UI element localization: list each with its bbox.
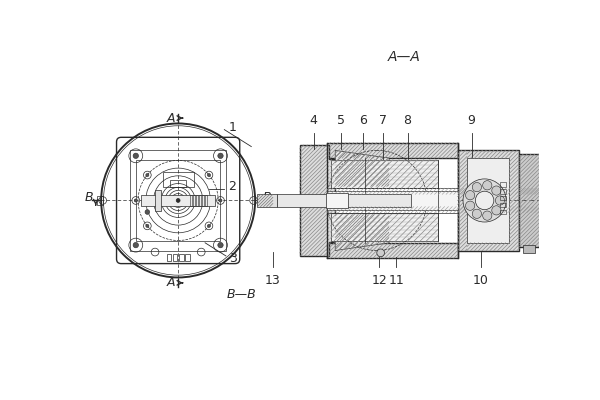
Bar: [163, 172, 194, 187]
Bar: [523, 245, 535, 253]
Text: 12: 12: [371, 274, 387, 287]
Circle shape: [146, 224, 149, 228]
Bar: [500, 210, 506, 214]
Bar: [202, 195, 205, 206]
Circle shape: [134, 199, 137, 202]
Text: B: B: [85, 191, 94, 204]
Bar: [196, 195, 198, 206]
Text: 5: 5: [337, 114, 344, 127]
Polygon shape: [335, 150, 389, 186]
Bar: [458, 150, 519, 250]
Text: 2: 2: [228, 180, 236, 193]
Bar: [542, 186, 554, 214]
Bar: [327, 243, 458, 258]
Bar: [500, 182, 506, 186]
Text: A—A: A—A: [388, 50, 420, 64]
Bar: [173, 254, 178, 260]
Text: A: A: [167, 112, 175, 124]
Bar: [519, 154, 542, 247]
Circle shape: [496, 196, 505, 205]
Circle shape: [176, 198, 180, 202]
Bar: [257, 194, 277, 207]
Text: 1: 1: [228, 121, 236, 134]
Text: 8: 8: [404, 114, 412, 127]
Circle shape: [475, 191, 494, 210]
Bar: [179, 254, 184, 260]
Circle shape: [482, 211, 492, 220]
Bar: [167, 254, 171, 260]
Bar: [130, 150, 226, 250]
Bar: [170, 180, 186, 187]
Circle shape: [219, 199, 222, 202]
Circle shape: [145, 210, 149, 214]
Text: 6: 6: [359, 114, 367, 127]
Circle shape: [133, 153, 139, 158]
Text: 13: 13: [265, 274, 281, 287]
Text: B—B: B—B: [226, 288, 256, 301]
Circle shape: [377, 249, 385, 257]
Bar: [277, 194, 412, 207]
Bar: [467, 158, 509, 243]
Circle shape: [466, 190, 475, 200]
Polygon shape: [335, 214, 389, 250]
Bar: [193, 195, 195, 206]
Circle shape: [208, 174, 211, 176]
Polygon shape: [300, 145, 335, 256]
Bar: [190, 195, 192, 206]
Text: 7: 7: [379, 114, 387, 127]
Bar: [185, 254, 190, 260]
Bar: [331, 213, 439, 241]
Bar: [327, 143, 458, 158]
Text: 3: 3: [229, 252, 237, 266]
Bar: [205, 195, 208, 206]
Circle shape: [466, 201, 475, 210]
Bar: [500, 189, 506, 194]
Bar: [326, 193, 349, 208]
Circle shape: [472, 182, 482, 192]
Bar: [155, 190, 161, 211]
Circle shape: [133, 242, 139, 248]
Bar: [500, 203, 506, 207]
Bar: [97, 196, 103, 205]
Circle shape: [208, 224, 211, 228]
Text: B: B: [263, 191, 271, 204]
Circle shape: [492, 186, 501, 195]
Circle shape: [218, 242, 223, 248]
Circle shape: [482, 181, 492, 190]
Circle shape: [463, 179, 506, 222]
Text: A: A: [167, 276, 175, 289]
Text: 9: 9: [467, 114, 475, 127]
Circle shape: [218, 153, 223, 158]
Circle shape: [472, 209, 482, 218]
Bar: [141, 195, 215, 206]
Bar: [327, 191, 458, 210]
Text: 10: 10: [473, 274, 488, 287]
Text: 11: 11: [388, 274, 404, 287]
Bar: [199, 195, 201, 206]
Circle shape: [492, 206, 501, 215]
Bar: [136, 160, 220, 240]
Bar: [331, 160, 439, 188]
Circle shape: [146, 174, 149, 176]
Bar: [500, 196, 506, 200]
Text: 4: 4: [310, 114, 317, 127]
